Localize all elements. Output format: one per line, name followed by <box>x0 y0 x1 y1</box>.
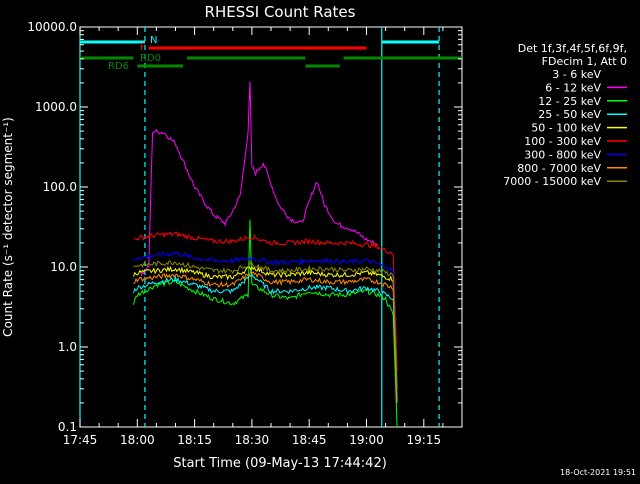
flag-label-f: F <box>140 42 146 53</box>
legend-entry-label: 7000 - 15000 keV <box>503 175 601 188</box>
y-tick-label: 10.0 <box>50 260 77 274</box>
series-line-12to25keV <box>133 219 398 428</box>
legend-entry-label: 50 - 100 keV <box>531 122 601 135</box>
y-tick-label: 0.1 <box>58 420 77 434</box>
legend-header-line-2: FDecim 1, Att 0 <box>542 55 627 68</box>
legend-entry-label: 800 - 7000 keV <box>517 162 601 175</box>
legend-entry-label: 300 - 800 keV <box>524 148 601 161</box>
x-tick-label: 18:15 <box>177 433 212 447</box>
y-axis-label: Count Rate (s⁻¹ detector segment⁻¹) <box>1 117 15 337</box>
series-line-6to12keV <box>140 81 379 277</box>
x-tick-label: 17:45 <box>63 433 98 447</box>
x-tick-label: 18:45 <box>292 433 327 447</box>
series-line-100to300keV <box>133 231 398 372</box>
chart-title: RHESSI Count Rates <box>205 3 356 21</box>
legend-header-line-1: Det 1f,3f,4f,5f,6f,9f, <box>518 42 627 55</box>
legend: Det 1f,3f,4f,5f,6f,9f, FDecim 1, Att 0 3… <box>503 42 627 188</box>
legend-entry-label: 3 - 6 keV <box>552 68 601 81</box>
y-tick-label: 100.0 <box>43 180 77 194</box>
legend-entry-label: 100 - 300 keV <box>524 135 601 148</box>
series-line-300to800keV <box>133 250 398 389</box>
render-timestamp: 18-Oct-2021 19:51 <box>560 468 636 477</box>
flag-label-n: N <box>150 35 157 46</box>
series-line-25to50keV <box>133 273 398 403</box>
x-tick-label: 18:30 <box>235 433 270 447</box>
x-tick-label: 18:00 <box>120 433 155 447</box>
x-tick-label: 19:15 <box>407 433 442 447</box>
legend-entry-label: 12 - 25 keV <box>538 95 601 108</box>
flag-label-rd0: RD0 <box>140 53 161 64</box>
flag-label-rd6: RD6 <box>108 61 129 72</box>
series-line-800to7000keV <box>133 270 398 403</box>
series-line-7000to15000keV <box>133 260 398 389</box>
y-tick-label: 1000.0 <box>35 100 77 114</box>
x-axis-label: Start Time (09-May-13 17:44:42) <box>173 456 387 471</box>
y-tick-label: 1.0 <box>58 340 77 354</box>
series-line-50to100keV <box>133 265 398 389</box>
legend-entry-label: 25 - 50 keV <box>538 108 601 121</box>
legend-entry-label: 6 - 12 keV <box>545 81 601 94</box>
x-tick-label: 19:00 <box>349 433 384 447</box>
y-tick-label: 10000.0 <box>27 20 77 34</box>
